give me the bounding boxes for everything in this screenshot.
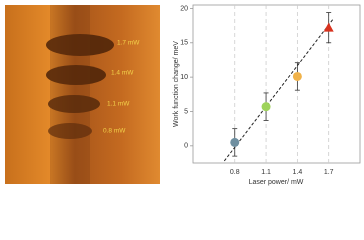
y-tick-label: 0 (184, 143, 188, 150)
y-axis-title: Work function change/ meV (173, 41, 180, 127)
x-axis-title: Laser power/ mW (249, 179, 304, 186)
x-tick-label: 1.4 (293, 169, 303, 176)
image-label: 1.4 mW (111, 70, 134, 77)
point (292, 71, 302, 81)
page: 1.7 mW 1.4 mW 1.1 mW 0.8 mW Work functio… (5, 4, 361, 186)
trendline (223, 17, 335, 162)
x-tick-label: 0.8 (230, 169, 240, 176)
x-tick-label: 1.1 (261, 169, 271, 176)
afm-image: 1.7 mW 1.4 mW 1.1 mW 0.8 mW (5, 5, 160, 184)
point (230, 137, 240, 147)
figure: 1.7 mW 1.4 mW 1.1 mW 0.8 mW Work functio… (5, 4, 361, 186)
image-label: 0.8 mW (103, 128, 126, 135)
image-label: 1.7 mW (117, 40, 140, 47)
y-tick-label: 20 (180, 5, 188, 12)
y-tick-label: 5 (184, 108, 188, 115)
y-tick-label: 15 (180, 40, 188, 47)
y-tick-label: 10 (180, 74, 188, 81)
image-label: 1.1 mW (107, 101, 130, 108)
point (323, 22, 334, 32)
point (261, 102, 271, 112)
plot-frame (192, 4, 361, 164)
x-tick-label: 1.7 (324, 169, 334, 176)
